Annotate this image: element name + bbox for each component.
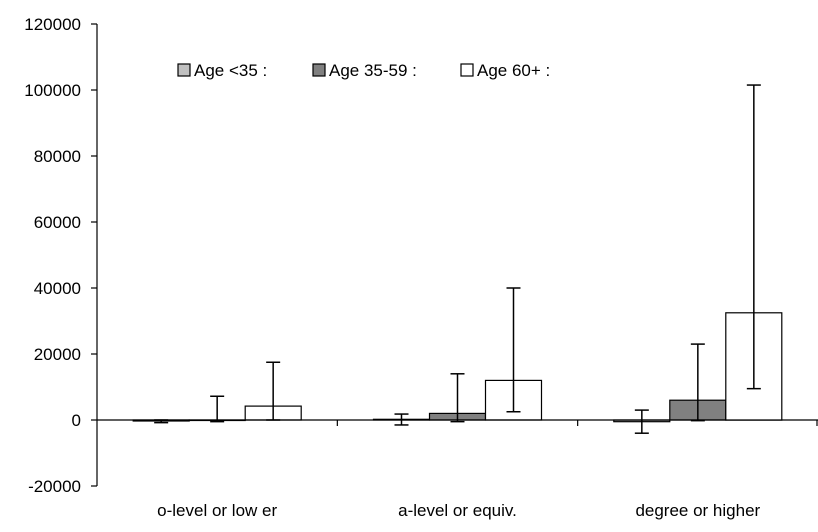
legend-swatch-0 <box>177 63 191 77</box>
y-tick-label-2: 20000 <box>34 345 81 364</box>
legend-label-0: Age <35 : <box>194 61 267 80</box>
y-tick-label-7: 120000 <box>24 15 81 34</box>
axes-layer: o-level or low er a-level or equiv. degree… <box>24 15 818 520</box>
error-bars-layer <box>154 84 761 434</box>
y-tick-label-6: 100000 <box>24 81 81 100</box>
y-tick-label-1: 0 <box>72 411 81 430</box>
y-tick-label-3: 40000 <box>34 279 81 298</box>
legend-label-2: Age 60+ : <box>477 61 550 80</box>
x-tick-label-2: degree or higher <box>635 501 760 520</box>
legend-label-1: Age 35-59 : <box>329 61 417 80</box>
legend: Age <35 : Age 35-59 : Age 60+ : <box>177 61 550 80</box>
y-tick-label-4: 60000 <box>34 213 81 232</box>
legend-swatch-2 <box>460 63 474 77</box>
y-tick-label-0: -20000 <box>28 477 81 496</box>
y-tick-label-5: 80000 <box>34 147 81 166</box>
x-tick-label-1: a-level or equiv. <box>398 501 517 520</box>
x-tick-label-0: o-level or low er <box>157 501 277 520</box>
legend-swatch-1 <box>312 63 326 77</box>
